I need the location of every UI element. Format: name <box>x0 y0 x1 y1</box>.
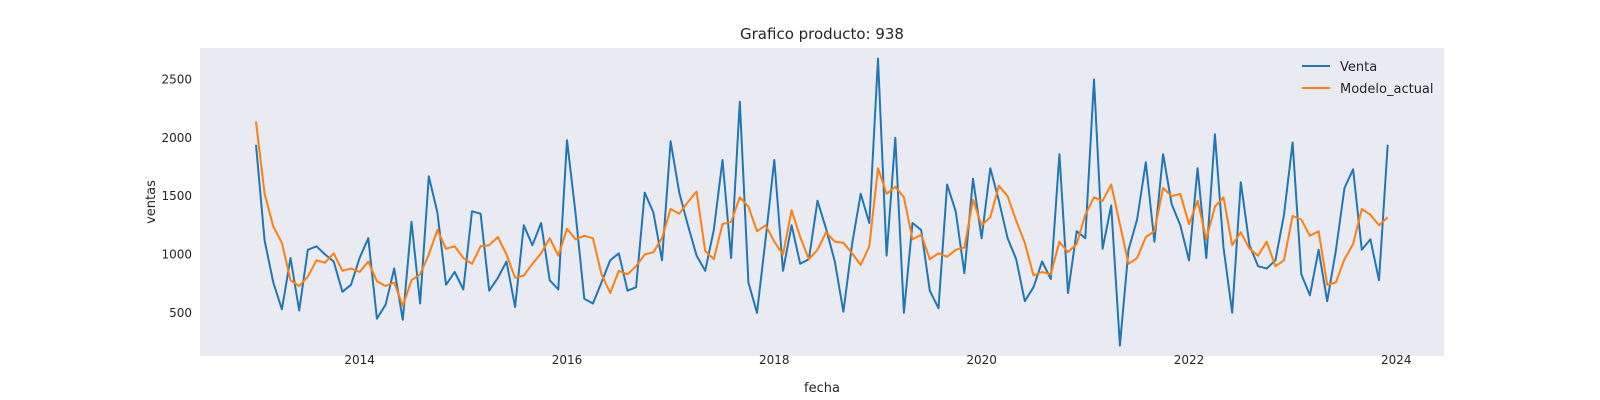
y-tick-label: 1500 <box>161 189 192 203</box>
x-tick-label: 2016 <box>552 353 583 367</box>
x-ticks: 2014 2016 2018 2020 2022 2024 <box>344 353 1411 367</box>
y-ticks: 500 1000 1500 2000 2500 <box>161 73 192 320</box>
y-tick-label: 2000 <box>161 131 192 145</box>
y-tick-label: 1000 <box>161 248 192 262</box>
x-axis-label: fecha <box>804 381 840 396</box>
series-line-modelo-actual <box>255 121 1389 307</box>
x-tick-label: 2014 <box>344 353 375 367</box>
legend: Venta Modelo_actual <box>1302 60 1434 97</box>
y-axis-label: ventas <box>144 180 159 224</box>
chart-title: Grafico producto: 938 <box>740 25 904 43</box>
series-line-venta <box>255 57 1389 347</box>
y-tick-label: 500 <box>169 306 192 320</box>
x-tick-label: 2020 <box>966 353 997 367</box>
legend-label-venta: Venta <box>1340 60 1377 75</box>
x-tick-label: 2024 <box>1381 353 1412 367</box>
y-tick-label: 2500 <box>161 73 192 87</box>
x-tick-label: 2022 <box>1174 353 1205 367</box>
plot-background <box>200 48 1444 356</box>
legend-label-modelo-actual: Modelo_actual <box>1340 82 1434 97</box>
series-layer <box>255 57 1389 347</box>
x-tick-label: 2018 <box>759 353 790 367</box>
